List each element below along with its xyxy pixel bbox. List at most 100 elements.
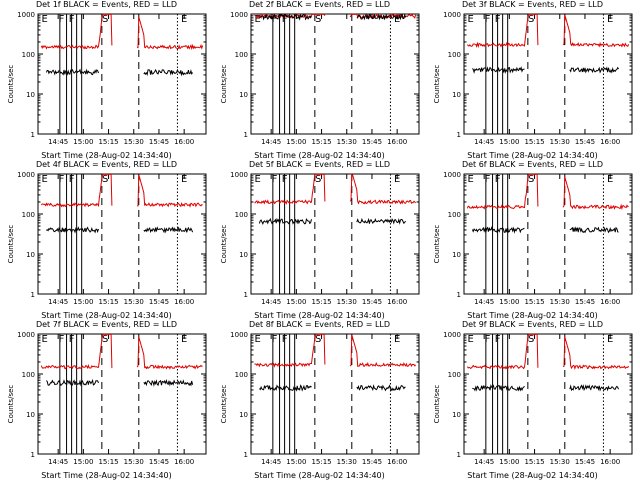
chart-svg: 1 10 100 1000 14:45 15:00 15:15 15:30 15:45 16:00… xyxy=(443,171,633,306)
marker-label: E xyxy=(394,14,400,25)
marker-label: F xyxy=(69,174,75,185)
y-tick-label: 10 xyxy=(239,251,248,259)
marker-label: F xyxy=(59,334,65,345)
marker-label: E xyxy=(394,334,400,345)
marker-label: F xyxy=(272,334,278,345)
x-tick-label: 15:15 xyxy=(98,298,118,306)
marker-label: E xyxy=(255,14,261,25)
panel-title: Det 9f BLACK = Events, RED = LLD xyxy=(461,320,604,329)
marker-label: S xyxy=(102,14,108,25)
y-tick-label: 1 xyxy=(457,291,461,299)
x-tick-label: 15:45 xyxy=(362,458,382,466)
y-tick-label: 1000 xyxy=(230,171,248,179)
marker-label: F xyxy=(485,174,491,185)
events-series-line xyxy=(472,384,620,392)
lld-series-line xyxy=(254,333,417,368)
x-tick-label: 14:45 xyxy=(48,138,68,146)
y-tick-label: 100 xyxy=(22,371,35,379)
panel-title: Det 8f BLACK = Events, RED = LLD xyxy=(248,320,391,329)
marker-label: F xyxy=(59,14,65,25)
x-tick-label: 15:00 xyxy=(73,298,93,306)
lld-series-line xyxy=(40,333,203,370)
y-tick-label: 1 xyxy=(244,451,248,459)
events-series-line xyxy=(258,217,406,226)
x-tick-label: 15:30 xyxy=(550,138,570,146)
marker-label: E xyxy=(607,174,613,185)
detector-panel: Det 1f BLACK = Events, RED = LLD 1 10 100 10… xyxy=(0,0,213,160)
panel-title: Det 1f BLACK = Events, RED = LLD xyxy=(35,0,178,9)
chart-svg: 1 10 100 1000 14:45 15:00 15:15 15:30 15:45 16:00… xyxy=(17,331,207,466)
x-tick-label: 14:45 xyxy=(474,298,494,306)
events-series-line xyxy=(45,68,194,77)
x-tick-label: 15:30 xyxy=(337,138,357,146)
x-tick-label: 15:00 xyxy=(286,298,306,306)
y-tick-label: 100 xyxy=(448,51,461,59)
y-axis-label: Counts/sec xyxy=(220,64,228,104)
marker-label: F xyxy=(495,14,501,25)
marker-label: F xyxy=(69,334,75,345)
y-tick-label: 100 xyxy=(448,371,461,379)
y-tick-label: 1000 xyxy=(230,331,248,339)
y-tick-label: 1 xyxy=(457,131,461,139)
y-tick-label: 10 xyxy=(452,411,461,419)
x-tick-label: 15:45 xyxy=(575,138,595,146)
marker-label: S xyxy=(102,174,108,185)
x-tick-label: 15:00 xyxy=(499,298,519,306)
marker-label: F xyxy=(282,174,288,185)
marker-label: F xyxy=(282,14,288,25)
y-tick-label: 1 xyxy=(244,131,248,139)
lld-series-line xyxy=(466,333,630,370)
x-tick-label: 16:00 xyxy=(600,458,620,466)
y-tick-label: 100 xyxy=(22,51,35,59)
x-tick-label: 15:00 xyxy=(73,138,93,146)
y-axis-label: Counts/sec xyxy=(7,64,15,104)
y-tick-label: 1000 xyxy=(17,11,35,19)
lld-series-line xyxy=(467,13,630,49)
x-tick-label: 15:15 xyxy=(524,458,544,466)
lld-series-line xyxy=(40,13,204,51)
x-tick-label: 15:00 xyxy=(73,458,93,466)
x-axis-label: Start Time (28-Aug-02 14:34:40) xyxy=(254,311,385,320)
x-tick-label: 14:45 xyxy=(474,138,494,146)
plot-frame xyxy=(463,13,633,135)
x-tick-label: 14:45 xyxy=(474,458,494,466)
y-tick-label: 100 xyxy=(235,371,248,379)
y-tick-label: 10 xyxy=(26,251,35,259)
x-tick-label: 16:00 xyxy=(174,298,194,306)
chart-svg: 1 10 100 1000 14:45 15:00 15:15 15:30 15:45 16:00… xyxy=(230,171,420,306)
plot-frame xyxy=(37,173,207,295)
detector-panel: Det 4f BLACK = Events, RED = LLD 1 10 100 10… xyxy=(0,160,213,320)
marker-label: E xyxy=(255,334,261,345)
x-tick-label: 16:00 xyxy=(387,138,407,146)
marker-label: E xyxy=(394,174,400,185)
x-axis-label: Start Time (28-Aug-02 14:34:40) xyxy=(41,151,172,160)
y-tick-label: 10 xyxy=(239,91,248,99)
y-tick-label: 10 xyxy=(452,91,461,99)
x-tick-label: 15:45 xyxy=(575,298,595,306)
marker-label: F xyxy=(69,14,75,25)
y-tick-label: 10 xyxy=(26,411,35,419)
chart-svg: 1 10 100 1000 14:45 15:00 15:15 15:30 15:45 16:00… xyxy=(17,11,207,146)
y-tick-label: 1 xyxy=(31,131,35,139)
x-tick-label: 15:30 xyxy=(337,298,357,306)
y-tick-label: 100 xyxy=(235,51,248,59)
y-tick-label: 1 xyxy=(244,291,248,299)
x-tick-label: 15:30 xyxy=(124,298,144,306)
panel-title: Det 2f BLACK = Events, RED = LLD xyxy=(248,0,391,9)
x-tick-label: 15:45 xyxy=(575,458,595,466)
y-tick-label: 10 xyxy=(239,411,248,419)
x-tick-label: 14:45 xyxy=(261,458,281,466)
events-series-line xyxy=(259,384,406,392)
marker-label: F xyxy=(272,14,278,25)
marker-label: S xyxy=(102,334,108,345)
x-tick-label: 15:30 xyxy=(124,458,144,466)
chart-svg: 1 10 100 1000 14:45 15:00 15:15 15:30 15:45 16:00… xyxy=(230,11,420,146)
x-axis-label: Start Time (28-Aug-02 14:34:40) xyxy=(467,471,598,480)
x-tick-label: 15:45 xyxy=(362,298,382,306)
plot-frame xyxy=(37,333,207,455)
events-series-line xyxy=(46,226,194,234)
plot-frame xyxy=(250,333,420,455)
events-series-line xyxy=(259,13,407,21)
x-tick-label: 14:45 xyxy=(48,298,68,306)
